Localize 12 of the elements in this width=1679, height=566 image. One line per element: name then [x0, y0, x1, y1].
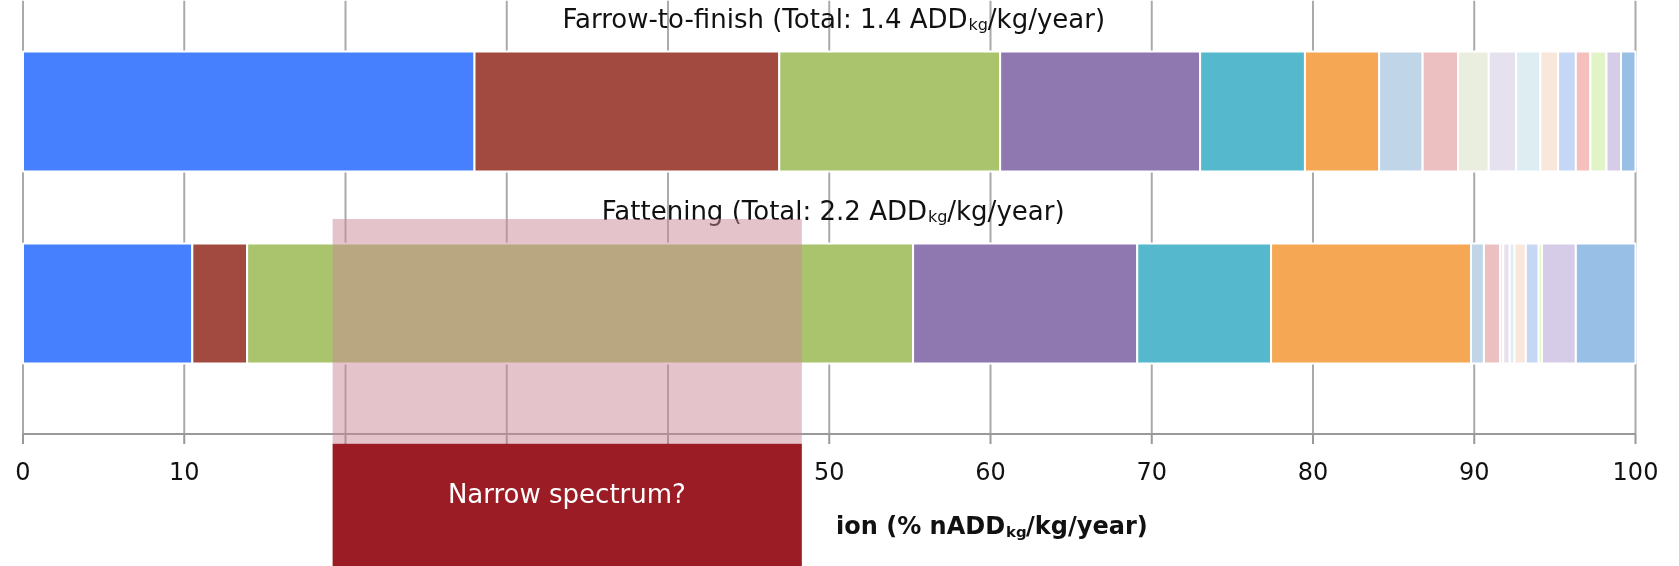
x-axis-title: ion (% nADDkg/kg/year) — [836, 512, 1148, 541]
y-tick-label: Farrow-to-finish (Total: 1.4 ADDkg/kg/year) — [562, 3, 1106, 35]
x-tick-label: 100 — [1612, 457, 1659, 486]
y-tick-label: Fattening (Total: 2.2 ADDkg/kg/year) — [601, 195, 1065, 227]
x-tick-label: 90 — [1458, 457, 1490, 486]
x-tick-label: 80 — [1297, 457, 1329, 486]
x-tick-label: 70 — [1136, 457, 1168, 486]
x-tick-label: 10 — [168, 457, 200, 486]
x-tick-label: 50 — [813, 457, 845, 486]
x-tick-label: 0 — [15, 457, 31, 486]
band-label: Narrow spectrum? — [447, 478, 686, 509]
x-tick-label: 60 — [975, 457, 1006, 486]
